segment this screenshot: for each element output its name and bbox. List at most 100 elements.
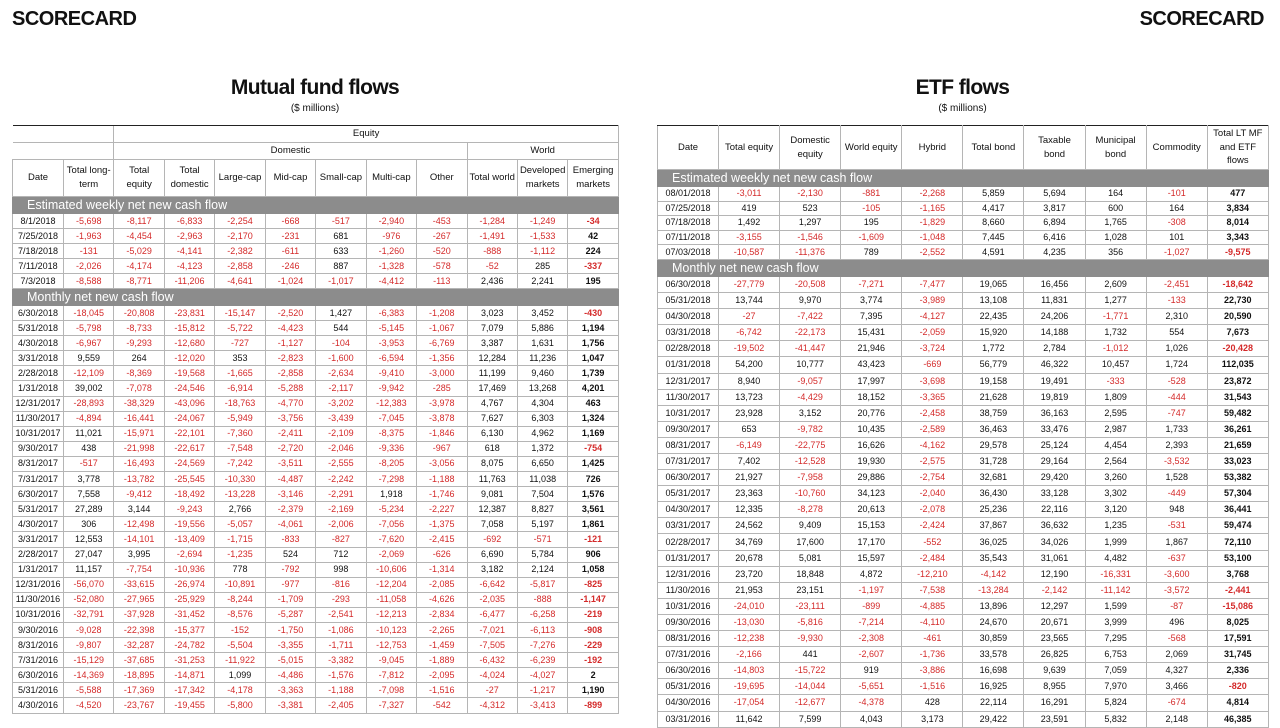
value-cell: 1,528: [1145, 469, 1208, 487]
value-cell: -16,493: [113, 455, 165, 473]
value-cell: -121: [567, 531, 619, 548]
value-cell: 53,382: [1206, 469, 1269, 487]
value-cell: -1,709: [264, 591, 317, 608]
value-cell: -1,328: [365, 258, 418, 274]
value-cell: -27,965: [113, 591, 165, 608]
value-cell: -27: [717, 308, 781, 326]
value-cell: -430: [567, 304, 619, 322]
value-cell: 32,681: [962, 469, 1025, 487]
value-cell: 3,452: [516, 304, 569, 322]
value-cell: 6,130: [466, 425, 518, 442]
value-cell: 2,766: [214, 501, 266, 518]
date-cell: 07/18/2018: [657, 215, 719, 231]
value-cell: 21,946: [840, 340, 903, 358]
data-row: 07/18/2018 1,492 1,297 195 -1,829 8,660 6,894 1…: [657, 215, 1269, 231]
value-cell: 8,014: [1206, 215, 1269, 231]
value-cell: -7,360: [214, 425, 266, 442]
value-cell: -8,205: [365, 455, 418, 473]
value-cell: -3,365: [901, 388, 964, 406]
value-cell: -12,498: [113, 516, 165, 533]
value-cell: -5,287: [264, 606, 317, 623]
value-cell: 33,128: [1023, 485, 1086, 503]
data-row: 3/31/2017 12,553 -14,101 -13,409 -1,715 -833-…: [12, 531, 619, 548]
value-cell: -3,989: [901, 292, 964, 310]
table-title: Mutual fund flows: [230, 76, 400, 99]
value-cell: -3,355: [264, 637, 317, 654]
data-row: 08/31/2016 -12,238 -9,930 -2,308 -461 30,859 2…: [657, 630, 1269, 648]
value-cell: -16,331: [1084, 565, 1147, 583]
value-cell: 1,099: [214, 667, 266, 684]
value-cell: -33,615: [113, 576, 165, 593]
value-cell: 681: [315, 228, 367, 244]
value-cell: 36,441: [1206, 501, 1269, 519]
date-cell: 4/30/2018: [12, 335, 64, 352]
data-row: 11/30/2016 21,953 23,151 -1,197 -7,538 -13,28…: [657, 581, 1269, 599]
date-cell: 06/30/2017: [657, 469, 719, 487]
value-cell: -6,742: [717, 324, 781, 342]
value-cell: 11,831: [1023, 292, 1086, 310]
value-cell: -131: [62, 243, 115, 259]
value-cell: -6,914: [214, 380, 266, 397]
value-cell: 22,435: [962, 308, 1025, 326]
value-cell: -626: [416, 546, 468, 563]
data-row: 11/30/2016 -52,080 -27,965 -25,929 -8,244 -1,…: [12, 591, 619, 608]
value-cell: 6,690: [466, 546, 518, 563]
date-cell: 07/11/2018: [657, 229, 719, 246]
value-cell: -1,024: [264, 273, 317, 289]
value-cell: 54,200: [717, 356, 781, 374]
value-cell: -1,188: [315, 682, 367, 699]
value-cell: 4,043: [840, 710, 903, 728]
data-row: 02/28/2018 -19,502 -41,447 21,946 -3,724 1,77…: [657, 340, 1269, 358]
data-row: 2/28/2017 27,047 3,995 -2,694 -1,235 524 712 -2…: [12, 546, 619, 563]
value-cell: -6,594: [365, 350, 418, 367]
value-cell: 21,927: [717, 469, 781, 487]
value-cell: 1,026: [1145, 340, 1208, 358]
value-cell: -41,447: [779, 340, 842, 358]
value-cell: 4,591: [962, 244, 1025, 260]
value-cell: -18,763: [214, 395, 266, 412]
table-title: ETF flows: [915, 76, 1010, 99]
value-cell: 12,190: [1023, 565, 1086, 583]
value-cell: 3,999: [1084, 613, 1147, 632]
date-cell: 11/30/2016: [657, 581, 719, 599]
data-row: 04/30/2018 -27 -7,422 7,395 -4,127 22,435 24,2…: [657, 308, 1269, 326]
value-cell: -2,085: [416, 576, 468, 593]
value-cell: 2,241: [516, 273, 569, 289]
value-cell: 13,744: [717, 292, 781, 310]
value-cell: 1,867: [1145, 533, 1208, 551]
data-row: 9/30/2016 -9,028 -22,398 -15,377 -152 -1,750-…: [12, 621, 619, 639]
value-cell: -4,142: [962, 565, 1025, 583]
value-cell: -17,054: [717, 694, 781, 712]
value-cell: 12,387: [466, 501, 518, 518]
value-cell: -18,895: [113, 667, 165, 684]
value-cell: -3,011: [717, 186, 781, 202]
value-cell: -1,012: [1084, 340, 1147, 358]
date-cell: 04/30/2018: [657, 308, 719, 326]
value-cell: -2,130: [779, 186, 842, 202]
value-cell: -4,378: [840, 694, 903, 712]
value-cell: -4,027: [516, 667, 569, 684]
value-cell: 15,431: [840, 324, 903, 342]
value-cell: -5,145: [365, 320, 418, 337]
value-cell: -4,894: [62, 410, 115, 427]
data-row: 11/30/2017 13,723 -4,429 18,152 -3,365 21,628…: [657, 388, 1269, 406]
value-cell: -20,808: [113, 304, 165, 322]
data-row: 03/31/2017 24,562 9,409 15,153 -2,424 37,867 3…: [657, 517, 1269, 535]
value-cell: -3,886: [901, 662, 964, 680]
value-cell: 59,482: [1206, 404, 1269, 422]
value-cell: 1,235: [1084, 517, 1147, 535]
value-cell: 9,559: [62, 350, 115, 367]
value-cell: -1,314: [416, 561, 468, 578]
value-cell: -692: [466, 531, 518, 548]
date-cell: 03/31/2018: [657, 324, 719, 342]
value-cell: 7,295: [1084, 630, 1147, 648]
data-row: 04/30/2017 12,335 -8,278 20,613 -2,078 25,236…: [657, 501, 1269, 519]
value-cell: -37,685: [113, 652, 165, 669]
date-cell: 1/31/2017: [12, 561, 64, 578]
date-cell: 02/28/2018: [657, 340, 719, 358]
value-cell: -977: [264, 576, 317, 593]
value-cell: -267: [416, 228, 468, 244]
date-cell: 10/31/2016: [12, 606, 64, 623]
value-cell: 1,297: [779, 215, 842, 231]
value-cell: -4,454: [113, 228, 165, 244]
